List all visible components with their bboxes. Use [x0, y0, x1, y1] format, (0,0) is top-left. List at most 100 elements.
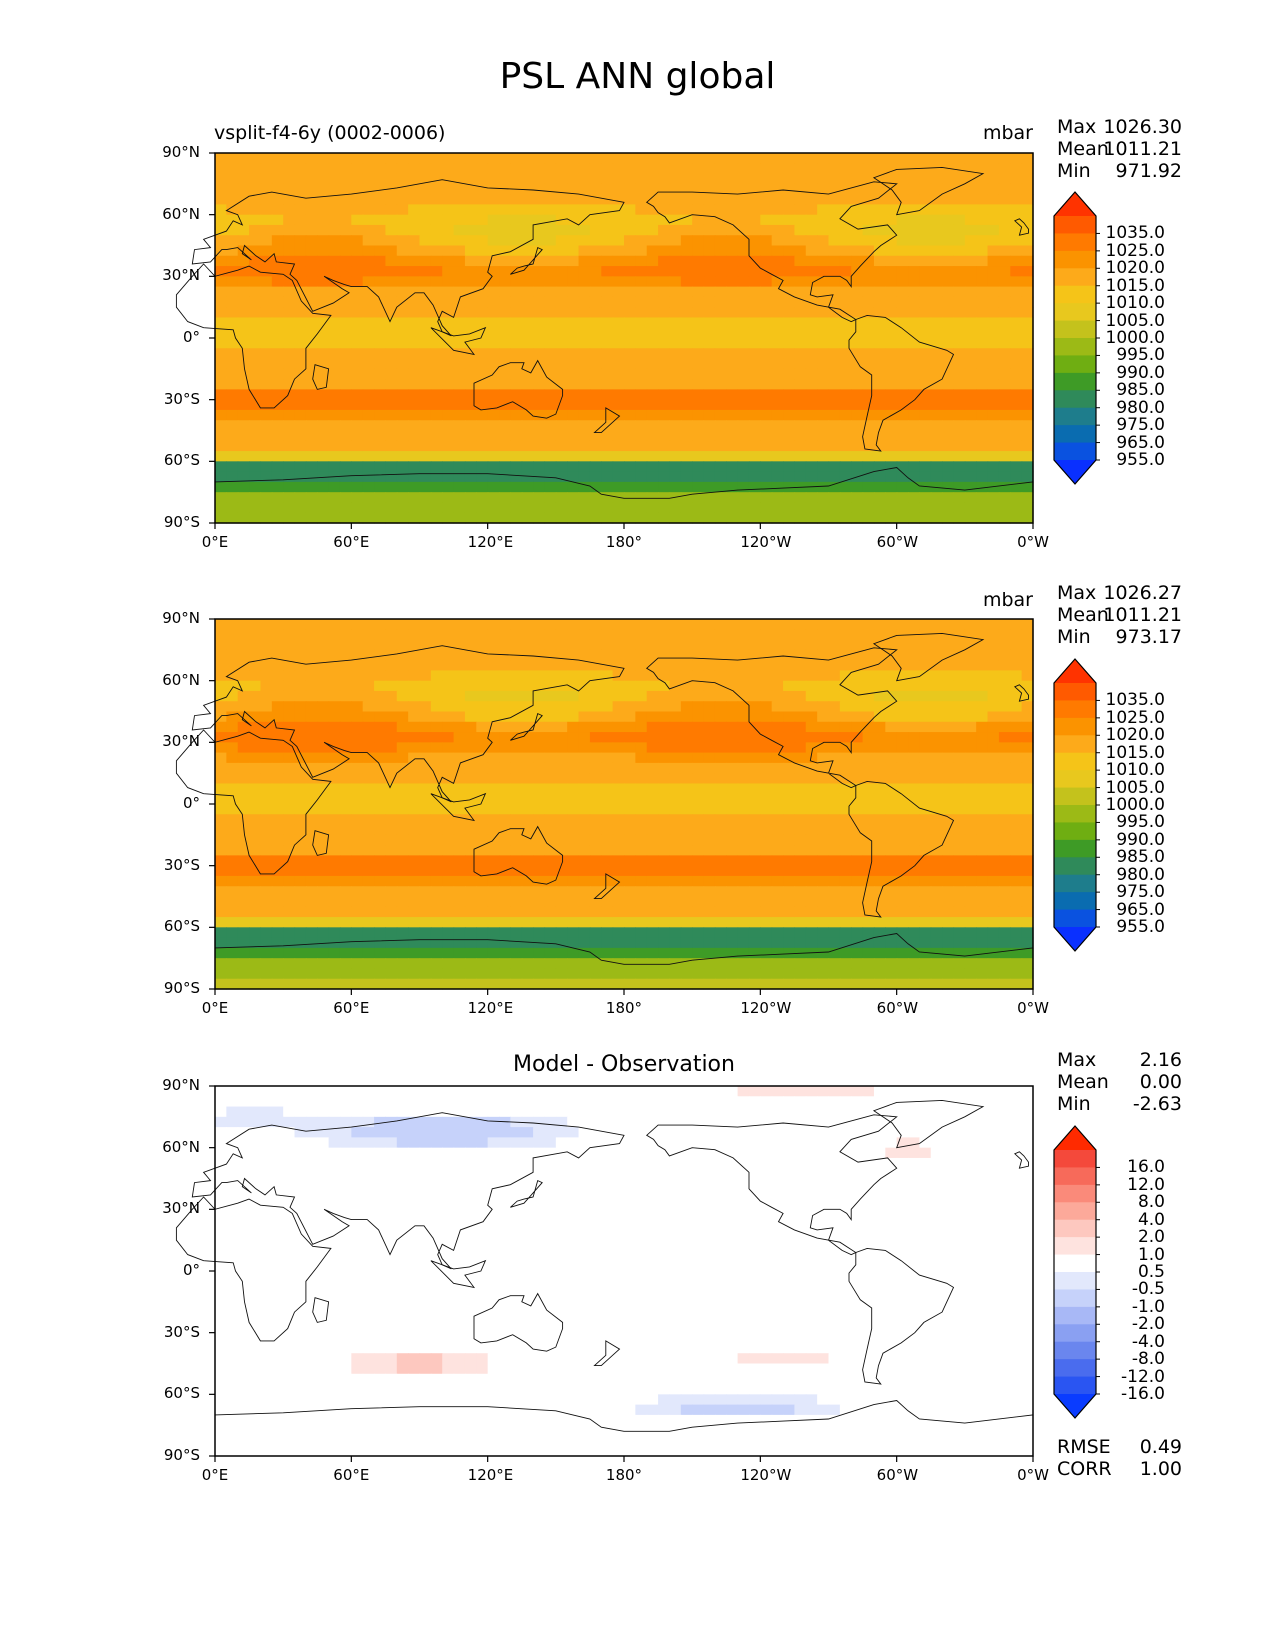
- colorbar-tick-label: 995.0: [1116, 345, 1165, 366]
- colorbar-tick-label: 1015.0: [1105, 275, 1165, 296]
- colorbar-tick-label: 985.0: [1116, 380, 1165, 401]
- colorbar-tick-label: 965.0: [1116, 432, 1165, 453]
- colorbar-band: [1054, 338, 1096, 356]
- y-tick-label: 90°S: [163, 979, 200, 997]
- x-tick-label: 0°W: [1017, 999, 1049, 1017]
- panel-3-map: [175, 1085, 1034, 1462]
- colorbar-band: [1054, 355, 1096, 374]
- colorbar-band: [1054, 857, 1096, 876]
- stat-value: 1026.30: [1103, 116, 1182, 138]
- colorbar-band: [1054, 1324, 1096, 1343]
- colorbar-band: [1054, 909, 1096, 928]
- colorbar-tick-label: -1.0: [1131, 1296, 1165, 1317]
- colorbar-tick-label: 8.0: [1137, 1192, 1165, 1213]
- colorbar-tick-label: 985.0: [1116, 847, 1165, 868]
- x-tick-label: 120°E: [467, 1466, 514, 1484]
- colorbar-band: [1054, 1219, 1096, 1238]
- stat-mean: Mean 1011.21: [1057, 604, 1182, 626]
- colorbar-tick-label: 1020.0: [1105, 258, 1165, 279]
- panel-3-subtitle: Model - Observation: [513, 1052, 735, 1077]
- coastlines: [175, 1099, 1034, 1457]
- colorbar-extend-min: [1054, 1394, 1096, 1418]
- stat-label: Min: [1057, 160, 1091, 182]
- colorbar-band: [1054, 770, 1096, 789]
- y-tick-label: 30°N: [162, 266, 200, 285]
- stat-rmse: RMSE 0.49: [1057, 1436, 1182, 1458]
- x-tick-label: 0°W: [1017, 533, 1049, 551]
- x-tick-label: 120°E: [467, 533, 514, 551]
- panel-1-colorbar: [1053, 191, 1100, 485]
- stat-label: RMSE: [1057, 1436, 1111, 1458]
- colorbar-tick-label: 1010.0: [1105, 760, 1165, 781]
- panel-3-colorbar: [1053, 1125, 1100, 1419]
- colorbar-band: [1054, 425, 1096, 444]
- stat-label: Max: [1057, 1049, 1097, 1071]
- panel-1-subtitle: vsplit-f4-6y (0002-0006): [214, 122, 446, 144]
- stat-value: 973.17: [1115, 626, 1182, 648]
- colorbar-tick-label: 1005.0: [1105, 310, 1165, 331]
- colorbar-band: [1054, 390, 1096, 409]
- x-tick-label: 180°: [605, 533, 643, 551]
- colorbar-tick-label: 990.0: [1116, 362, 1165, 383]
- colorbar-extend-max: [1054, 1126, 1096, 1150]
- colorbar-band: [1054, 805, 1096, 823]
- x-tick-label: 60°E: [333, 533, 370, 551]
- stat-label: Mean: [1057, 138, 1109, 160]
- stat-value: 1011.21: [1103, 604, 1182, 626]
- colorbar-tick-label: 980.0: [1116, 397, 1165, 418]
- colorbar-tick-label: 965.0: [1116, 899, 1165, 920]
- colorbar-tick-label: 980.0: [1116, 864, 1165, 885]
- colorbar-tick-label: 990.0: [1116, 829, 1165, 850]
- colorbar-band: [1054, 1167, 1096, 1186]
- colorbar-tick-label: 1005.0: [1105, 777, 1165, 798]
- colorbar-band: [1054, 1289, 1096, 1308]
- colorbar-tick-label: 0.5: [1137, 1262, 1165, 1282]
- stat-value: 971.92: [1115, 160, 1182, 182]
- y-tick-label: 90°S: [163, 1446, 200, 1464]
- colorbar-band: [1054, 1202, 1096, 1221]
- colorbar-tick-label: 1025.0: [1105, 240, 1165, 261]
- stat-value: 1.00: [1139, 1458, 1182, 1480]
- colorbar-band: [1054, 442, 1096, 461]
- stat-label: Min: [1057, 1093, 1091, 1115]
- stat-min: Min -2.63: [1057, 1093, 1182, 1115]
- x-tick-label: 0°W: [1017, 1466, 1049, 1484]
- colorbar-tick-label: 16.0: [1127, 1157, 1165, 1178]
- colorbar-extend-min: [1054, 460, 1096, 484]
- y-tick-label: 30°S: [163, 1322, 200, 1341]
- stat-max: Max 1026.27: [1057, 582, 1182, 604]
- panel-2-units: mbar: [982, 589, 1033, 611]
- colorbar-band: [1054, 700, 1096, 719]
- y-tick-label: 90°N: [162, 143, 200, 161]
- colorbar-band: [1054, 892, 1096, 911]
- colorbar-tick-label: 975.0: [1116, 415, 1165, 436]
- colorbar-tick-label: -2.0: [1131, 1314, 1165, 1335]
- y-tick-label: 60°N: [162, 1137, 200, 1156]
- y-tick-label: 60°S: [163, 451, 200, 470]
- colorbar-tick-label: 1.0: [1137, 1244, 1165, 1265]
- y-tick-label: 60°N: [162, 204, 200, 223]
- x-tick-label: 60°W: [876, 533, 919, 551]
- x-tick-label: 120°E: [467, 999, 514, 1017]
- colorbar-band: [1054, 303, 1096, 322]
- colorbar-tick-label: -0.5: [1131, 1279, 1165, 1300]
- stat-label: Mean: [1057, 1071, 1109, 1093]
- colorbar-tick-label: 955.0: [1116, 917, 1165, 937]
- colorbar-band: [1054, 268, 1096, 287]
- colorbar-band: [1054, 1150, 1096, 1168]
- coastlines: [175, 632, 1034, 990]
- colorbar-tick-label: -16.0: [1121, 1384, 1165, 1404]
- stat-max: Max 2.16: [1057, 1049, 1182, 1071]
- colorbar-tick-label: -8.0: [1131, 1349, 1165, 1370]
- colorbar-extend-max: [1054, 192, 1096, 216]
- field-cells: [215, 1086, 1034, 1457]
- colorbar-tick-label: 1035.0: [1105, 223, 1165, 244]
- colorbar-tick-label: 1035.0: [1105, 690, 1165, 711]
- colorbar-band: [1054, 1376, 1096, 1395]
- colorbar-band: [1054, 874, 1096, 893]
- colorbar-band: [1054, 216, 1096, 234]
- colorbar-extend-min: [1054, 927, 1096, 951]
- colorbar-band: [1054, 839, 1096, 858]
- y-tick-label: 0°: [182, 794, 200, 812]
